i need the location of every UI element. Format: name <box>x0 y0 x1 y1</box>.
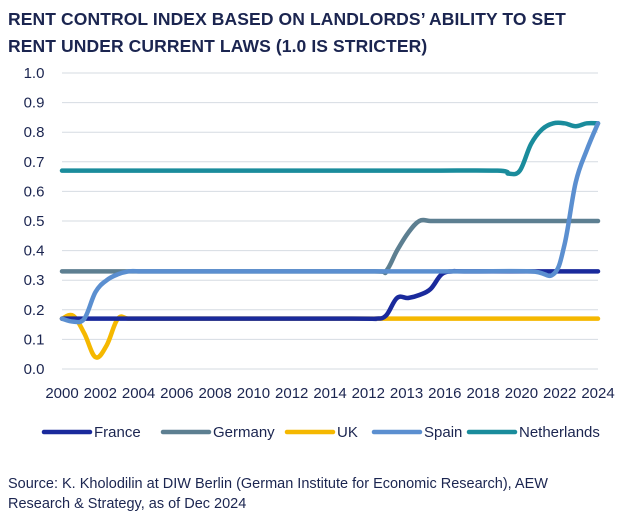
series-lines <box>59 120 601 360</box>
chart-title: RENT CONTROL INDEX BASED ON LANDLORDS’ A… <box>8 9 566 56</box>
x-tick-label: 2004 <box>122 385 155 402</box>
x-tick-label: 2014 <box>313 385 346 402</box>
x-tick-label: 2006 <box>160 385 193 402</box>
x-tick-label: 2012 <box>275 385 308 402</box>
y-tick-label: 1.0 <box>24 65 45 82</box>
legend-label-france: France <box>94 424 141 441</box>
x-tick-label: 2022 <box>543 385 576 402</box>
x-tick-label: 2010 <box>237 385 270 402</box>
x-tick-label: 2002 <box>84 385 117 402</box>
series-line-spain <box>59 121 601 325</box>
x-tick-label: 2020 <box>505 385 538 402</box>
y-tick-label: 0.8 <box>24 124 45 141</box>
x-tick-label: 2000 <box>45 385 78 402</box>
legend-label-uk: UK <box>337 424 358 441</box>
y-tick-label: 0.5 <box>24 213 45 230</box>
y-tick-label: 0.4 <box>24 243 45 260</box>
series-line-germany <box>59 217 601 276</box>
x-tick-label: 2024 <box>581 385 614 402</box>
legend-label-netherlands: Netherlands <box>519 424 600 441</box>
source-note: Source: K. Kholodilin at DIW Berlin (Ger… <box>8 476 548 512</box>
y-tick-label: 0.6 <box>24 183 45 200</box>
y-axis-ticks: 0.0 0.1 0.2 0.3 0.4 0.5 0.6 0.7 0.8 0.9 1.0 <box>24 65 45 378</box>
x-tick-label: 2013 <box>390 385 423 402</box>
series-line-uk <box>59 312 601 360</box>
legend-label-spain: Spain <box>424 424 462 441</box>
series-line-netherlands <box>59 120 601 177</box>
y-tick-label: 0.7 <box>24 154 45 171</box>
x-tick-label: 2016 <box>428 385 461 402</box>
y-tick-label: 0.9 <box>24 95 45 112</box>
legend: France Germany UK Spain Netherlands <box>41 424 600 441</box>
x-tick-label: 2018 <box>466 385 499 402</box>
y-tick-label: 0.3 <box>24 272 45 289</box>
y-tick-label: 0.1 <box>24 331 45 348</box>
x-axis-ticks: 2000 2002 2004 2006 2008 2010 2012 2014 2012 2013… <box>45 385 614 402</box>
x-tick-label: 2008 <box>198 385 231 402</box>
x-tick-label: 2012 <box>352 385 385 402</box>
y-tick-label: 0.0 <box>24 361 45 378</box>
series-line-france <box>59 268 601 322</box>
y-tick-label: 0.2 <box>24 302 45 319</box>
legend-label-germany: Germany <box>213 424 275 441</box>
